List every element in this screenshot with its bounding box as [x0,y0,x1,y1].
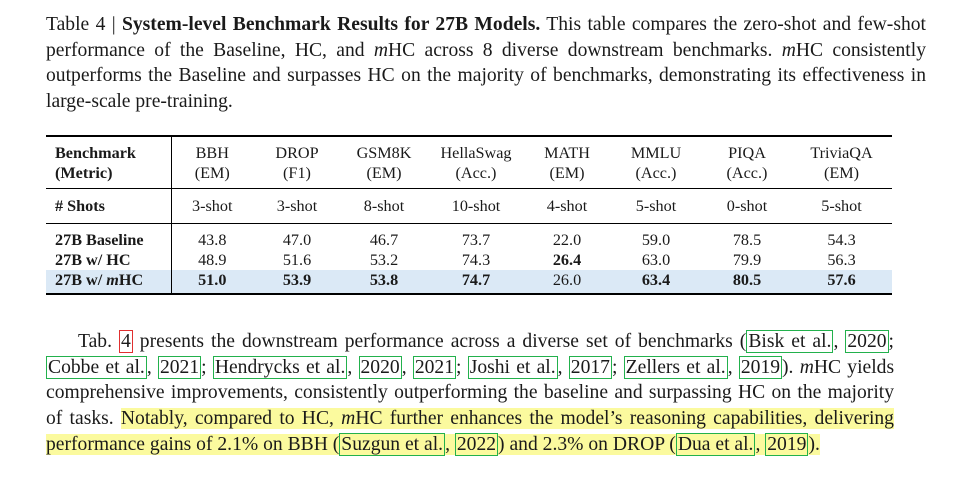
col-metric: (EM) [194,164,230,182]
citation-year-link[interactable]: 2019 [765,432,809,456]
shots-cell: 3-shot [253,188,341,224]
table-cell: 43.8 [171,223,253,250]
header-metric: (Metric) [55,164,113,182]
para-text: Tab. [78,331,119,352]
table-cell: 46.7 [341,223,427,250]
col-metric: (Acc.) [455,164,497,182]
row-label: 27B Baseline [46,223,172,250]
table-cell: 47.0 [253,223,341,250]
col-metric: (Acc.) [635,164,677,182]
table-cell: 53.8 [341,270,427,295]
table-cell: 51.0 [171,270,253,295]
row-label-math: m [106,271,119,289]
row-label-pre: 27B w/ [55,271,107,289]
col-name: DROP [275,144,319,162]
para-text: presents the downstream performance acro… [132,331,747,352]
shots-cell: 5-shot [609,188,703,224]
highlight-math: m [341,408,356,430]
table-cell: 54.3 [791,223,892,250]
shots-cell: 0-shot [703,188,791,224]
para-text: HC yields comprehensive improvements, co… [46,356,895,430]
table-caption: Table 4 | System-level Benchmark Results… [46,12,926,114]
table-row: 27B Baseline 43.8 47.0 46.7 73.7 22.0 59… [46,223,892,250]
header-benchmark: Benchmark [55,144,136,162]
col-name: GSM8K [356,144,412,162]
table-ref-link[interactable]: 4 [119,330,133,353]
caption-text-3: HC consistently outperforms the Baseline… [46,39,926,112]
col-metric: (Acc.) [726,164,768,182]
table-cell: 63.0 [641,251,671,269]
citation-year-link[interactable]: 2022 [454,432,499,456]
para-math: m [799,356,814,378]
table-cell: 80.5 [703,270,791,295]
caption-title: System-level Benchmark Results for 27B M… [121,14,541,35]
table-cell: 59.0 [609,223,703,250]
shots-label: # Shots [46,188,172,224]
table-cell: 26.4 [552,251,582,269]
table-cell: 73.7 [427,223,525,250]
table-cell: 51.6 [282,251,312,269]
citation-link[interactable]: Hendrycks et al. [212,355,348,379]
citation-link[interactable]: Bisk et al. [746,330,834,353]
col-name: HellaSwag [440,144,512,162]
col-name: BBH [195,144,229,162]
table-cell: 48.9 [198,251,227,269]
col-metric: (EM) [366,164,402,182]
highlight-part: ). [808,433,820,455]
table-cell: 78.5 [703,223,791,250]
caption-math-2: m [781,39,796,61]
citation-year-link[interactable]: 2020 [358,355,402,379]
row-label: 27B w/ HC [46,250,172,270]
table-cell: 53.9 [253,270,341,295]
row-label: 27B w/ mHC [46,270,172,295]
citation-link[interactable]: Cobbe et al. [46,355,147,379]
body-paragraph: Tab. 4 presents the downstream performan… [46,330,895,456]
citation-year-link[interactable]: 2017 [568,355,612,379]
col-metric: (F1) [283,164,311,182]
highlight-part: ) and 2.3% on DROP ( [498,433,676,455]
shots-cell: 5-shot [791,188,892,224]
table-cell: 56.3 [827,251,856,269]
table-cell: 74.7 [427,270,525,295]
table-cell: 63.4 [609,270,703,295]
highlighted-text: Notably, compared to HC, mHC further enh… [46,408,894,456]
highlight-part: HC further enhances the model’s reasonin… [46,408,894,455]
citation-link[interactable]: Dua et al. [675,432,756,456]
caption-text-2: HC across 8 diverse downstream benchmark… [388,39,782,61]
shots-cell: 8-shot [341,188,427,224]
col-name: PIQA [728,144,766,162]
col-name: MMLU [630,144,682,162]
table-cell: 22.0 [525,223,609,250]
caption-label: Table 4 | [46,14,116,35]
caption-text-1: This table compares the zero-shot and fe… [46,14,926,61]
highlight-part: Notably, compared to HC, [120,408,342,430]
table-cell: 26.0 [525,270,609,295]
table-cell: 79.9 [732,251,762,269]
col-metric: (EM) [823,164,860,182]
benchmark-table: Benchmark (Metric) BBH (EM) DROP (F1) GSM8… [46,135,892,295]
shots-cell: 10-shot [427,188,525,224]
citation-year-link[interactable]: 2021 [157,355,202,379]
citation-link[interactable]: Joshi et al. [467,355,558,379]
table-row-highlighted: 27B w/ mHC 51.0 53.9 53.8 74.7 26.0 63.4… [46,270,892,295]
shots-cell: 4-shot [525,188,609,224]
col-metric: (EM) [549,164,585,182]
shots-cell: 3-shot [171,188,253,224]
citation-link[interactable]: Zellers et al. [623,355,728,379]
citation-year-link[interactable]: 2020 [845,330,889,353]
table-row: 27B w/ HC 48.9 51.6 53.2 74.3 26.4 63.0 … [46,250,892,270]
col-name: TriviaQA [810,144,873,162]
table-cell: 57.6 [791,270,892,295]
table-cell: 74.3 [461,251,491,269]
shots-row: # Shots 3-shot 3-shot 8-shot 10-shot 4-s… [46,188,892,224]
col-name: MATH [544,144,590,162]
citation-link[interactable]: Suzgun et al. [339,432,446,456]
table-header-row: Benchmark (Metric) BBH (EM) DROP (F1) GSM8… [46,135,892,189]
citation-year-link[interactable]: 2019 [738,355,783,379]
citation-year-link[interactable]: 2021 [412,355,457,379]
table-cell: 53.2 [369,251,399,269]
row-label-post: HC [118,271,144,289]
para-text: ). [782,356,800,378]
caption-math-1: m [373,39,388,61]
